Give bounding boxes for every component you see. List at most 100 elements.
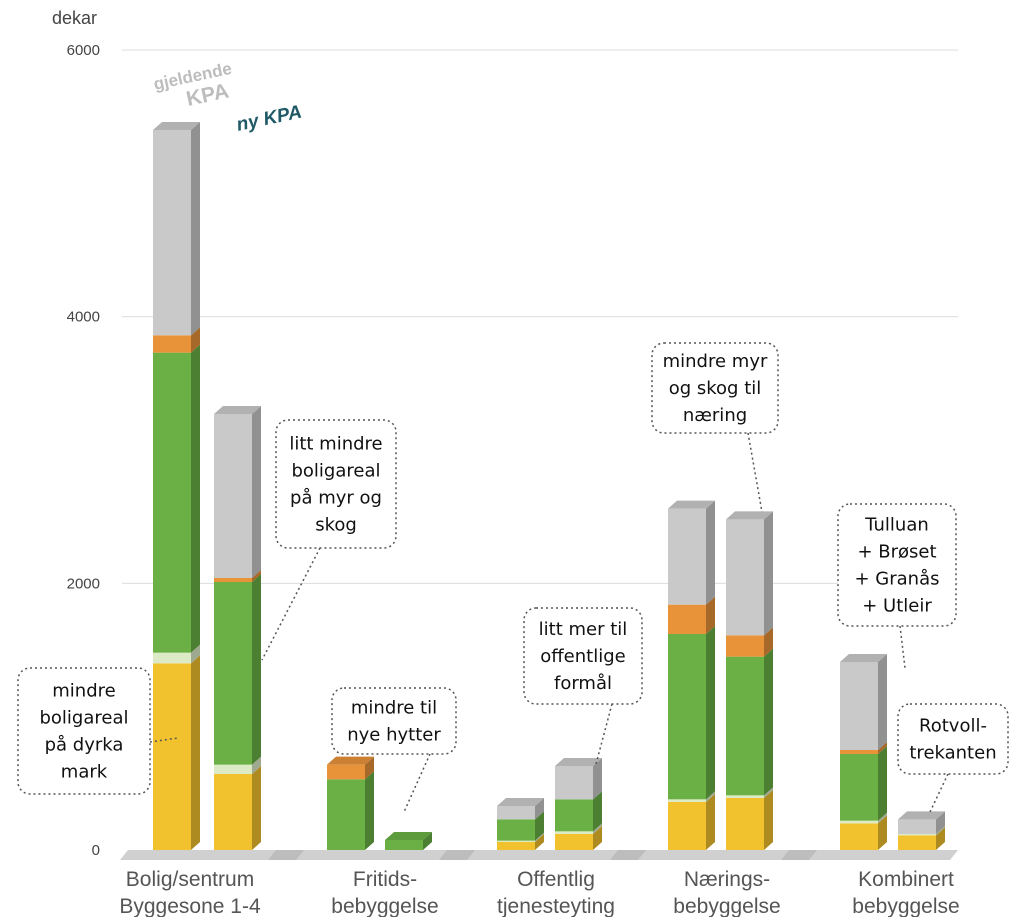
y-tick-label: 6000: [67, 42, 100, 59]
y-tick-label: 4000: [67, 309, 100, 326]
callout-text: mindre myr: [663, 351, 768, 372]
bar-segment-light-green: [898, 834, 936, 836]
bar-side-green: [878, 746, 887, 821]
bar-top: [555, 758, 602, 766]
category-labels: Bolig/sentrum Byggesone 1-4 Fritids-bebygg…: [119, 868, 959, 917]
bar-segment-orange: [153, 335, 191, 353]
callout-box: [331, 687, 457, 755]
callout-text: mindre: [52, 681, 115, 702]
bar-side-yellow: [764, 790, 773, 850]
bar-segment-green: [497, 819, 535, 841]
y-tick-label: 0: [92, 842, 100, 859]
bar-segment-orange: [214, 578, 252, 582]
y-axis: dekar 0 2000 4000 6000: [52, 8, 100, 859]
category-label: Byggesone 1-4: [119, 895, 261, 917]
bar-segment-grey: [668, 508, 706, 605]
bar-segment-yellow: [214, 774, 252, 850]
category-label: Fritids-: [353, 868, 417, 891]
bars: [153, 122, 945, 850]
callout-box: [651, 342, 779, 434]
callout-pointer: [929, 773, 949, 813]
gridlines: [122, 49, 958, 584]
floor-tile: [610, 850, 646, 860]
bar-side-light-green: [593, 823, 602, 834]
bar-top: [214, 406, 261, 414]
bar-side-orange: [878, 742, 887, 754]
bar-side-grey: [191, 122, 200, 336]
bar-side-grey: [878, 654, 887, 750]
bar-top: [840, 654, 887, 662]
bar-top: [497, 798, 544, 806]
bar-side-orange: [365, 756, 374, 780]
category-label: Offentlig: [517, 868, 595, 891]
bar-new-4: [898, 811, 945, 850]
bar-top: [327, 756, 374, 765]
bar-side-yellow: [535, 834, 544, 850]
chart-floor: [120, 850, 958, 860]
bar-top: [726, 511, 773, 520]
bar-side-light-green: [936, 826, 945, 836]
callout-text: trekanten: [909, 743, 996, 764]
bar-side-yellow: [936, 827, 945, 850]
bar-side-green: [706, 626, 715, 800]
bar-side-light-green: [706, 791, 715, 802]
bar-top: [153, 122, 200, 130]
bar-segment-green: [668, 634, 706, 800]
annotations: mindre boligareal på dyrka mark litt mindre b…: [17, 342, 1009, 813]
bar-segment-grey: [497, 806, 535, 820]
annotation-callout: litt mer til offentlige formål: [523, 607, 643, 765]
callout-pointer: [261, 547, 321, 661]
bar-side-light-green: [878, 812, 887, 824]
bar-top: [668, 500, 715, 509]
bar-segment-green: [327, 779, 365, 850]
callout-text: + Brøset: [857, 542, 936, 563]
callout-text: boligareal: [39, 708, 128, 729]
annotation-callout: mindre til nye hytter: [331, 687, 457, 813]
bar-side-yellow: [706, 794, 715, 850]
callout-box: [17, 667, 151, 795]
callout-text: + Granås: [855, 569, 940, 590]
callout-text: litt mindre: [289, 434, 382, 455]
bar-segment-light-green: [555, 831, 593, 834]
bar-side-yellow: [252, 766, 261, 850]
bar-segment-orange: [726, 635, 764, 657]
callout-box: [523, 607, 643, 705]
callout-text: på myr og: [290, 488, 382, 509]
bar-segment-grey: [153, 130, 191, 336]
y-tick-label: 2000: [67, 575, 100, 592]
category-label: bebyggelse: [852, 895, 959, 917]
callout-box: [275, 419, 397, 549]
category-label: Bolig/sentrum: [126, 868, 254, 891]
bar-side-green: [535, 811, 544, 841]
bar-segment-light-green: [668, 799, 706, 802]
category-label: bebyggelse: [331, 895, 438, 917]
bar-segment-yellow: [840, 823, 878, 850]
bar-side-green: [423, 832, 432, 850]
callout-box: [837, 503, 957, 627]
bar-side-grey: [593, 758, 602, 800]
bar-segment-yellow: [555, 834, 593, 850]
category-label: Nærings-: [684, 868, 770, 891]
callout-text: litt mer til: [539, 619, 628, 640]
bar-current-0: [153, 122, 200, 850]
bar-new-0: [214, 406, 261, 850]
bar-side-light-green: [252, 756, 261, 774]
bar-segment-green: [840, 754, 878, 821]
bar-new-1: [385, 832, 432, 850]
bar-side-green: [764, 648, 773, 796]
annotation-callout: litt mindre boligareal på myr og skog: [261, 419, 397, 661]
callout-text: skog: [315, 515, 357, 536]
category-label: Kombinert: [858, 868, 954, 891]
bar-top: [385, 832, 432, 840]
bar-segment-light-green: [497, 840, 535, 842]
callout-pointer: [899, 625, 906, 669]
bar-segment-light-green: [153, 652, 191, 664]
bar-side-yellow: [191, 655, 200, 850]
annotation-callout: Rotvoll-trekanten: [897, 703, 1009, 813]
floor-strip: [120, 850, 958, 860]
bar-segment-orange: [327, 764, 365, 780]
callout-text: mindre til: [351, 698, 437, 719]
callout-pointer: [403, 753, 431, 813]
bar-side-grey: [535, 798, 544, 820]
floor-tile: [439, 850, 475, 860]
